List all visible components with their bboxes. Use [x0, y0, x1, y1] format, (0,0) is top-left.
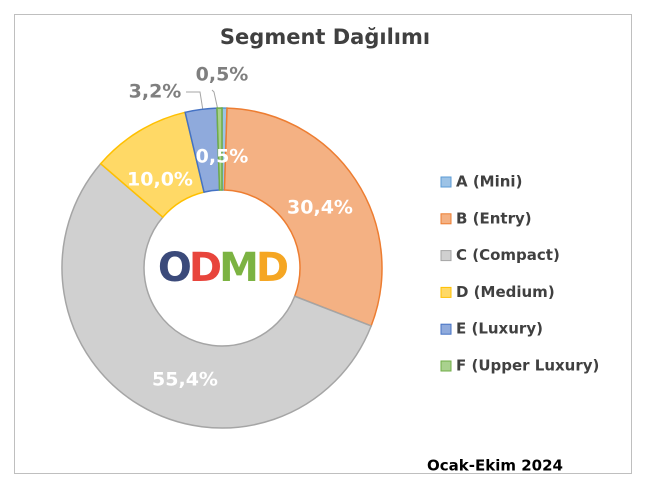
logo-letter: M	[219, 245, 256, 291]
donut-slice	[223, 107, 383, 327]
data-label: 55,4%	[152, 369, 218, 391]
legend-label: E (Luxury)	[456, 320, 543, 338]
data-label: 30,4%	[287, 197, 353, 219]
legend-label: D (Medium)	[456, 283, 555, 301]
donut-slice	[216, 107, 223, 191]
data-label: 0,5%	[196, 64, 249, 86]
chart-title: Segment Dağılımı	[220, 25, 430, 49]
legend-swatch	[440, 360, 452, 372]
legend-swatch	[440, 176, 452, 188]
logo-letter: D	[189, 245, 221, 291]
legend-swatch	[440, 213, 452, 225]
legend-label: A (Mini)	[456, 173, 522, 191]
logo-letter: O	[158, 245, 190, 291]
data-label: 0,5%	[196, 146, 249, 168]
legend-swatch	[440, 286, 452, 298]
period-note: Ocak-Ekim 2024	[427, 457, 563, 475]
legend-swatch	[440, 323, 452, 335]
legend-swatch	[440, 250, 452, 262]
logo-letter: D	[256, 245, 288, 291]
legend-label: F (Upper Luxury)	[456, 357, 599, 375]
donut-slice	[61, 162, 373, 429]
logo: ODMD	[158, 245, 288, 291]
legend-label: C (Compact)	[456, 246, 560, 264]
data-label: 10,0%	[127, 169, 193, 191]
legend-label: B (Entry)	[456, 209, 532, 227]
data-label: 3,2%	[129, 81, 182, 103]
